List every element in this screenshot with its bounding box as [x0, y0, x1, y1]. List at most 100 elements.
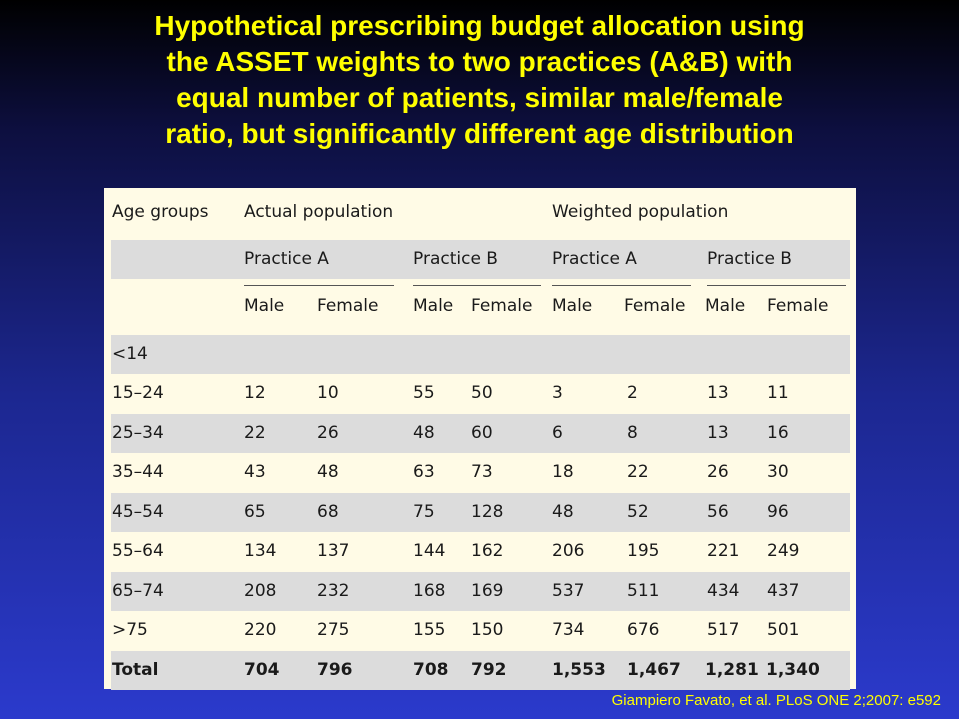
table-row: 25–34 22 26 48 60 6 8 13 16 [111, 414, 850, 453]
header-male: Male [244, 296, 285, 316]
value-cell: 434 [707, 581, 740, 601]
value-cell: 195 [627, 541, 660, 561]
value-cell: 249 [767, 541, 800, 561]
value-cell: 50 [471, 383, 493, 403]
header-male: Male [705, 296, 746, 316]
value-cell: 275 [317, 620, 350, 640]
value-cell: 206 [552, 541, 585, 561]
table-row: 55–64 134 137 144 162 206 195 221 249 [111, 532, 850, 571]
total-cell: 792 [471, 660, 507, 680]
header-row-1: Age groups Actual population Weighted po… [111, 193, 850, 232]
table-row-total: Total 704 796 708 792 1,553 1,467 1,281 … [111, 651, 850, 690]
header-actual-population: Actual population [244, 202, 394, 222]
value-cell: 208 [244, 581, 277, 601]
age-group-cell: 35–44 [112, 462, 164, 482]
value-cell: 73 [471, 462, 493, 482]
header-row-2: Practice A Practice B Practice A Practic… [111, 240, 850, 279]
table-row: >75 220 275 155 150 734 676 517 501 [111, 611, 850, 650]
header-male: Male [552, 296, 593, 316]
value-cell: 18 [552, 462, 574, 482]
rule-practice-a-weighted [552, 285, 691, 286]
age-group-cell: 45–54 [112, 502, 164, 522]
value-cell: 65 [244, 502, 266, 522]
value-cell: 137 [317, 541, 350, 561]
value-cell: 60 [471, 423, 493, 443]
table-row: 35–44 43 48 63 73 18 22 26 30 [111, 453, 850, 492]
value-cell: 162 [471, 541, 504, 561]
table-row: 65–74 208 232 168 169 537 511 434 437 [111, 572, 850, 611]
value-cell: 75 [413, 502, 435, 522]
header-weighted-population: Weighted population [552, 202, 729, 222]
rule-practice-b-weighted [707, 285, 846, 286]
value-cell: 26 [317, 423, 339, 443]
value-cell: 501 [767, 620, 800, 640]
value-cell: 12 [244, 383, 266, 403]
value-cell: 144 [413, 541, 446, 561]
header-female: Female [471, 296, 533, 316]
total-label: Total [112, 660, 159, 680]
value-cell: 68 [317, 502, 339, 522]
total-cell: 708 [413, 660, 449, 680]
value-cell: 55 [413, 383, 435, 403]
value-cell: 155 [413, 620, 446, 640]
age-group-cell: 25–34 [112, 423, 164, 443]
value-cell: 6 [552, 423, 563, 443]
value-cell: 22 [627, 462, 649, 482]
rule-practice-a [244, 285, 394, 286]
header-female: Female [624, 296, 686, 316]
value-cell: 16 [767, 423, 789, 443]
value-cell: 96 [767, 502, 789, 522]
table-row: 15–24 12 10 55 50 3 2 13 11 [111, 374, 850, 413]
header-practice-a: Practice A [244, 249, 329, 269]
value-cell: 13 [707, 383, 729, 403]
header-practice-b-weighted: Practice B [707, 249, 792, 269]
value-cell: 3 [552, 383, 563, 403]
age-group-cell: 15–24 [112, 383, 164, 403]
value-cell: 26 [707, 462, 729, 482]
header-female: Female [767, 296, 829, 316]
header-practice-a-weighted: Practice A [552, 249, 637, 269]
header-age-groups: Age groups [112, 202, 209, 222]
value-cell: 22 [244, 423, 266, 443]
value-cell: 734 [552, 620, 585, 640]
value-cell: 48 [413, 423, 435, 443]
total-cell: 1,553 [552, 660, 606, 680]
value-cell: 220 [244, 620, 277, 640]
value-cell: 30 [767, 462, 789, 482]
rule-practice-b [413, 285, 541, 286]
header-female: Female [317, 296, 379, 316]
value-cell: 221 [707, 541, 740, 561]
value-cell: 511 [627, 581, 660, 601]
age-group-cell: >75 [112, 620, 148, 640]
age-group-cell: <14 [112, 344, 148, 364]
value-cell: 676 [627, 620, 660, 640]
age-group-cell: 65–74 [112, 581, 164, 601]
title-line-2: the ASSET weights to two practices (A&B)… [166, 46, 793, 77]
value-cell: 150 [471, 620, 504, 640]
table-row: 45–54 65 68 75 128 48 52 56 96 [111, 493, 850, 532]
header-male: Male [413, 296, 454, 316]
value-cell: 134 [244, 541, 277, 561]
slide-title: Hypothetical prescribing budget allocati… [0, 8, 959, 152]
value-cell: 48 [317, 462, 339, 482]
value-cell: 232 [317, 581, 350, 601]
header-practice-b: Practice B [413, 249, 498, 269]
header-row-3: Male Female Male Female Male Female Male… [111, 287, 850, 326]
table-row: <14 [111, 335, 850, 374]
value-cell: 63 [413, 462, 435, 482]
value-cell: 128 [471, 502, 504, 522]
value-cell: 2 [627, 383, 638, 403]
age-group-cell: 55–64 [112, 541, 164, 561]
value-cell: 10 [317, 383, 339, 403]
total-cell: 796 [317, 660, 353, 680]
value-cell: 13 [707, 423, 729, 443]
value-cell: 8 [627, 423, 638, 443]
source-citation: Giampiero Favato, et al. PLoS ONE 2;2007… [611, 692, 941, 709]
value-cell: 52 [627, 502, 649, 522]
value-cell: 11 [767, 383, 789, 403]
value-cell: 517 [707, 620, 740, 640]
value-cell: 48 [552, 502, 574, 522]
value-cell: 56 [707, 502, 729, 522]
total-cell: 1,467 [627, 660, 681, 680]
title-line-1: Hypothetical prescribing budget allocati… [154, 10, 805, 41]
